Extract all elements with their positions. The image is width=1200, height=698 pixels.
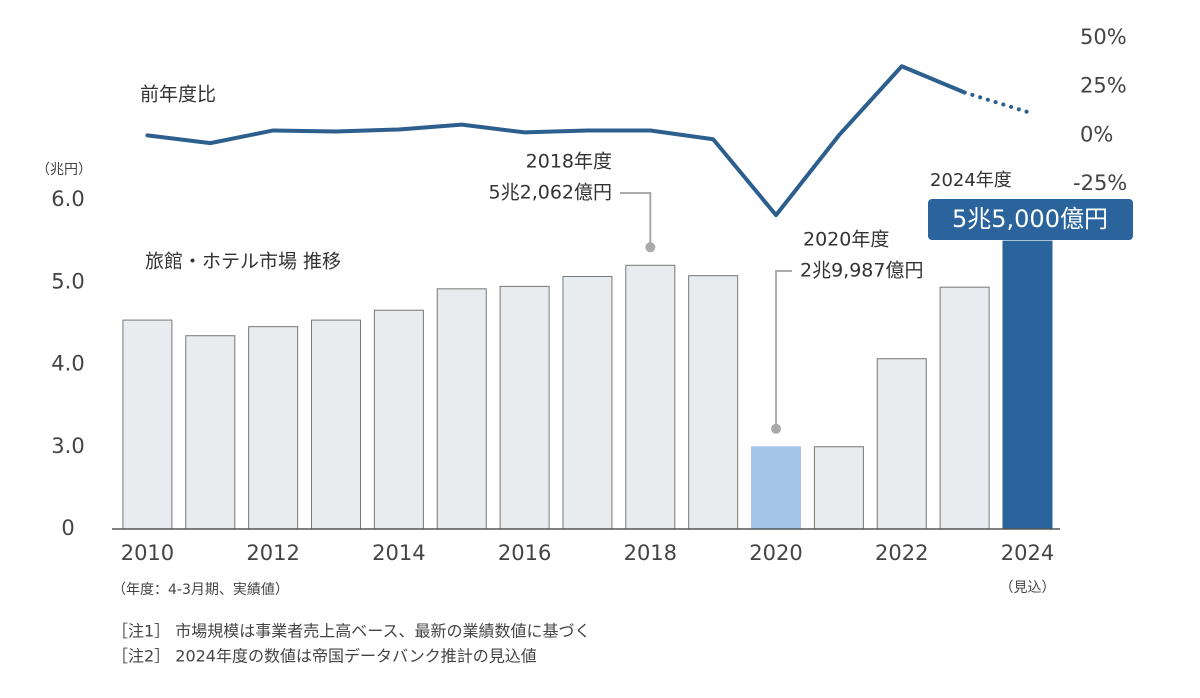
bar: [185, 335, 236, 530]
x-tick-note: （見込）: [999, 580, 1055, 596]
bar: [499, 285, 550, 530]
y-tick-label: 3.0: [51, 434, 84, 458]
bar: [688, 275, 739, 530]
y2-tick-label: 50%: [1080, 25, 1127, 49]
annotation-title: 2018年度: [526, 151, 612, 173]
x-tick-label: 2018: [624, 541, 677, 565]
y-unit-label: （兆円）: [36, 162, 92, 178]
bar: [562, 275, 613, 530]
x-tick-label: 2016: [498, 541, 551, 565]
annotation-title: 2024年度: [930, 170, 1012, 191]
x-tick-label: 2014: [372, 541, 425, 565]
bar: [311, 319, 362, 530]
value-label: 5兆2,062億円: [489, 182, 612, 204]
bar: [813, 446, 864, 530]
leader-line: [775, 270, 792, 429]
line-series-label: 前年度比: [140, 84, 216, 106]
x-tick-label: 2020: [749, 541, 802, 565]
x-note: （年度：4-3月期、実績値）: [112, 582, 289, 598]
leader-dot: [645, 242, 656, 253]
bar: [751, 446, 802, 530]
bar: [939, 286, 990, 530]
y-tick-label: 0: [61, 516, 74, 540]
x-tick-label: 2010: [121, 541, 174, 565]
bar: [248, 326, 299, 530]
y2-tick-label: 25%: [1080, 74, 1127, 98]
y-tick-label: 5.0: [51, 269, 84, 293]
annotation-title: 2020年度: [803, 229, 889, 251]
leader-line: [620, 192, 652, 248]
x-tick-label: 2022: [875, 541, 928, 565]
bar: [122, 319, 173, 530]
line-projection: [962, 90, 1030, 114]
footnote: ［注2］ 2024年度の数値は帝国データバンク推計の見込値: [112, 647, 537, 666]
bar: [373, 309, 424, 530]
bar: [876, 358, 927, 530]
leader-dot: [771, 423, 782, 434]
y-tick-label: 4.0: [51, 352, 84, 376]
bar: [436, 288, 487, 530]
x-tick-label: 2024: [1001, 541, 1054, 565]
bar: [625, 264, 676, 530]
callout-box: [928, 199, 1133, 240]
line: [145, 64, 967, 218]
y2-tick-label: 0%: [1080, 122, 1113, 146]
y2-tick-label: -25%: [1073, 171, 1127, 195]
y-tick-label: 6.0: [51, 187, 84, 211]
x-tick-label: 2012: [246, 541, 299, 565]
bar: [1002, 240, 1053, 530]
footnote: ［注1］ 市場規模は事業者売上高ベース、最新の業績数値に基づく: [112, 622, 590, 641]
bar-series-label: 旅館・ホテル市場 推移: [145, 251, 341, 273]
value-label: 5兆5,000億円: [952, 205, 1108, 233]
value-label: 2兆9,987億円: [800, 260, 923, 282]
